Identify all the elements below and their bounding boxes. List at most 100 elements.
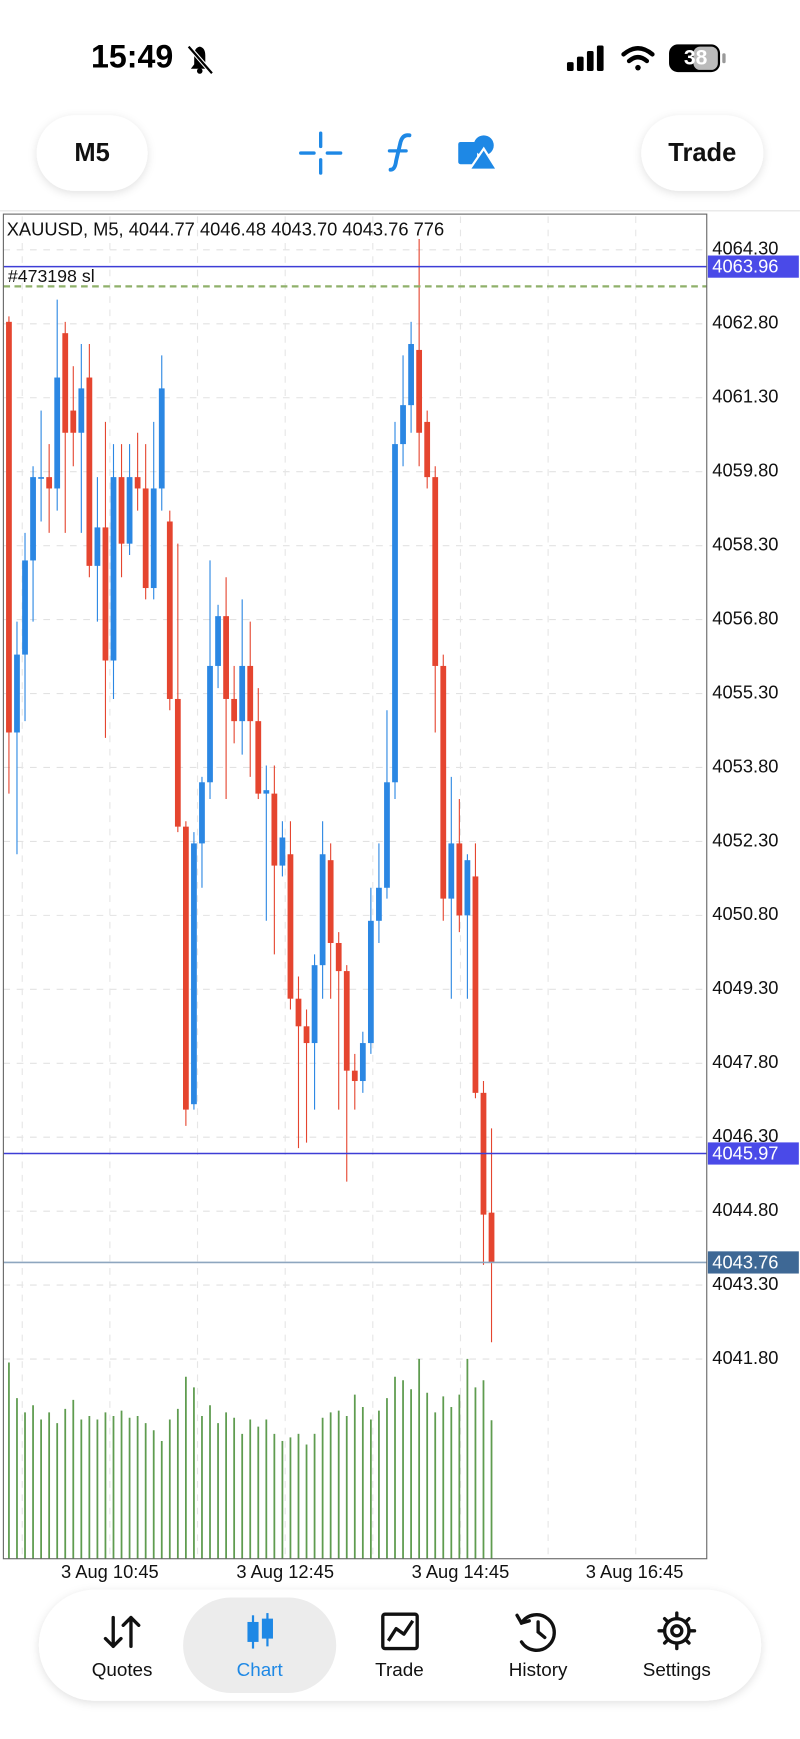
candle-body (22, 560, 28, 655)
tab-label[interactable]: History (509, 1659, 568, 1680)
price-level-tag (707, 1142, 799, 1165)
candle-body (432, 477, 439, 666)
candle-body (215, 616, 221, 666)
chart-frame (2, 213, 708, 1560)
candle-body (166, 521, 173, 699)
mute-icon (186, 45, 214, 75)
battery-icon: 38 (669, 44, 726, 73)
y-tick-label: 4056.80 (712, 607, 778, 628)
candle-body (488, 1212, 495, 1263)
candle-body (343, 971, 350, 1071)
candle-body (158, 388, 165, 489)
candle-body (102, 527, 109, 661)
candle-body (367, 920, 374, 1044)
candle-body (351, 1070, 358, 1082)
timeframe-button[interactable]: M5 (36, 115, 148, 191)
candle-body (239, 665, 246, 722)
candle-body (46, 477, 53, 489)
x-tick-label: 3 Aug 12:45 (236, 1561, 334, 1582)
candle-body (86, 377, 93, 566)
y-tick-label: 4059.80 (712, 460, 778, 481)
history-icon (515, 1613, 556, 1652)
candle-body (376, 887, 382, 921)
candle-body (279, 837, 286, 866)
candle-body (271, 793, 278, 866)
candle-body (142, 488, 149, 589)
trade-icon (381, 1612, 419, 1651)
signal-icon (566, 45, 604, 72)
y-tick-label: 4044.80 (712, 1199, 778, 1220)
candle-body (174, 698, 181, 827)
tab-active-bg (183, 1597, 337, 1693)
chart-icon (247, 1613, 273, 1649)
candle-body (30, 477, 36, 561)
battery-level: 38 (684, 46, 708, 69)
candle-body (327, 860, 334, 943)
candle-body (448, 843, 455, 899)
price-level-label: 4063.96 (712, 256, 778, 277)
candle-body (150, 488, 157, 589)
y-tick-label: 4064.30 (712, 238, 778, 259)
tab-label[interactable]: Quotes (92, 1659, 153, 1680)
candle-body (440, 665, 447, 899)
tab-label[interactable]: Trade (375, 1659, 424, 1680)
timeframe-label: M5 (74, 139, 109, 167)
candle-body (416, 349, 423, 433)
settings-icon (657, 1611, 697, 1651)
price-level-label: 4045.97 (712, 1142, 778, 1163)
candle-body (263, 790, 270, 794)
x-tick-label: 3 Aug 10:45 (61, 1561, 159, 1582)
tab-label[interactable]: Settings (643, 1659, 711, 1680)
symbol-info: XAUUSD, M5, 4044.77 4046.48 4043.70 4043… (7, 219, 444, 240)
x-tick-label: 3 Aug 14:45 (412, 1561, 510, 1582)
y-tick-label: 4046.30 (712, 1125, 778, 1146)
candle-body (182, 826, 189, 1110)
candle-body (335, 942, 342, 972)
trade-button-label: Trade (668, 139, 736, 167)
price-level-label: 4043.76 (712, 1251, 778, 1272)
candle-body (94, 527, 101, 566)
candle-body (384, 782, 390, 888)
indicators-button[interactable] (387, 133, 412, 172)
candle-body (78, 388, 85, 433)
candle-body (70, 410, 77, 433)
candle-body (392, 444, 398, 783)
quotes-icon (103, 1615, 141, 1649)
trade-button[interactable]: Trade (641, 115, 764, 191)
tab-label[interactable]: Chart (237, 1659, 284, 1680)
y-tick-label: 4061.30 (712, 386, 778, 407)
candle-body (287, 854, 294, 999)
tab-bar (38, 1589, 762, 1701)
candle-body (199, 782, 205, 844)
candle-body (303, 1026, 310, 1044)
candle-body (400, 405, 406, 445)
candle-body (408, 344, 414, 406)
candles (6, 239, 495, 1343)
x-tick-label: 3 Aug 16:45 (586, 1561, 684, 1582)
y-tick-label: 4062.80 (712, 312, 778, 333)
candle-body (110, 477, 117, 661)
crosshair-button[interactable] (299, 131, 343, 175)
y-tick-label: 4047.80 (712, 1051, 778, 1072)
candle-body (464, 860, 471, 916)
objects-button[interactable] (458, 135, 500, 171)
y-tick-label: 4041.80 (712, 1347, 778, 1368)
volumes (8, 1358, 493, 1559)
candle-body (295, 998, 302, 1027)
candle-body (472, 876, 479, 1093)
y-tick-label: 4049.30 (712, 977, 778, 998)
status-time: 15:49 (91, 38, 173, 74)
candle-body (38, 477, 44, 479)
candle-body (424, 421, 431, 478)
candle-body (311, 965, 318, 1044)
candle-body (191, 843, 197, 1105)
candle-body (54, 377, 61, 489)
order-label: #473198 sl (8, 266, 95, 286)
candle-body (207, 665, 213, 783)
price-level-tag (707, 1251, 799, 1274)
wifi-icon (621, 46, 655, 71)
price-level-tag (707, 255, 799, 278)
candle-body (14, 654, 20, 733)
